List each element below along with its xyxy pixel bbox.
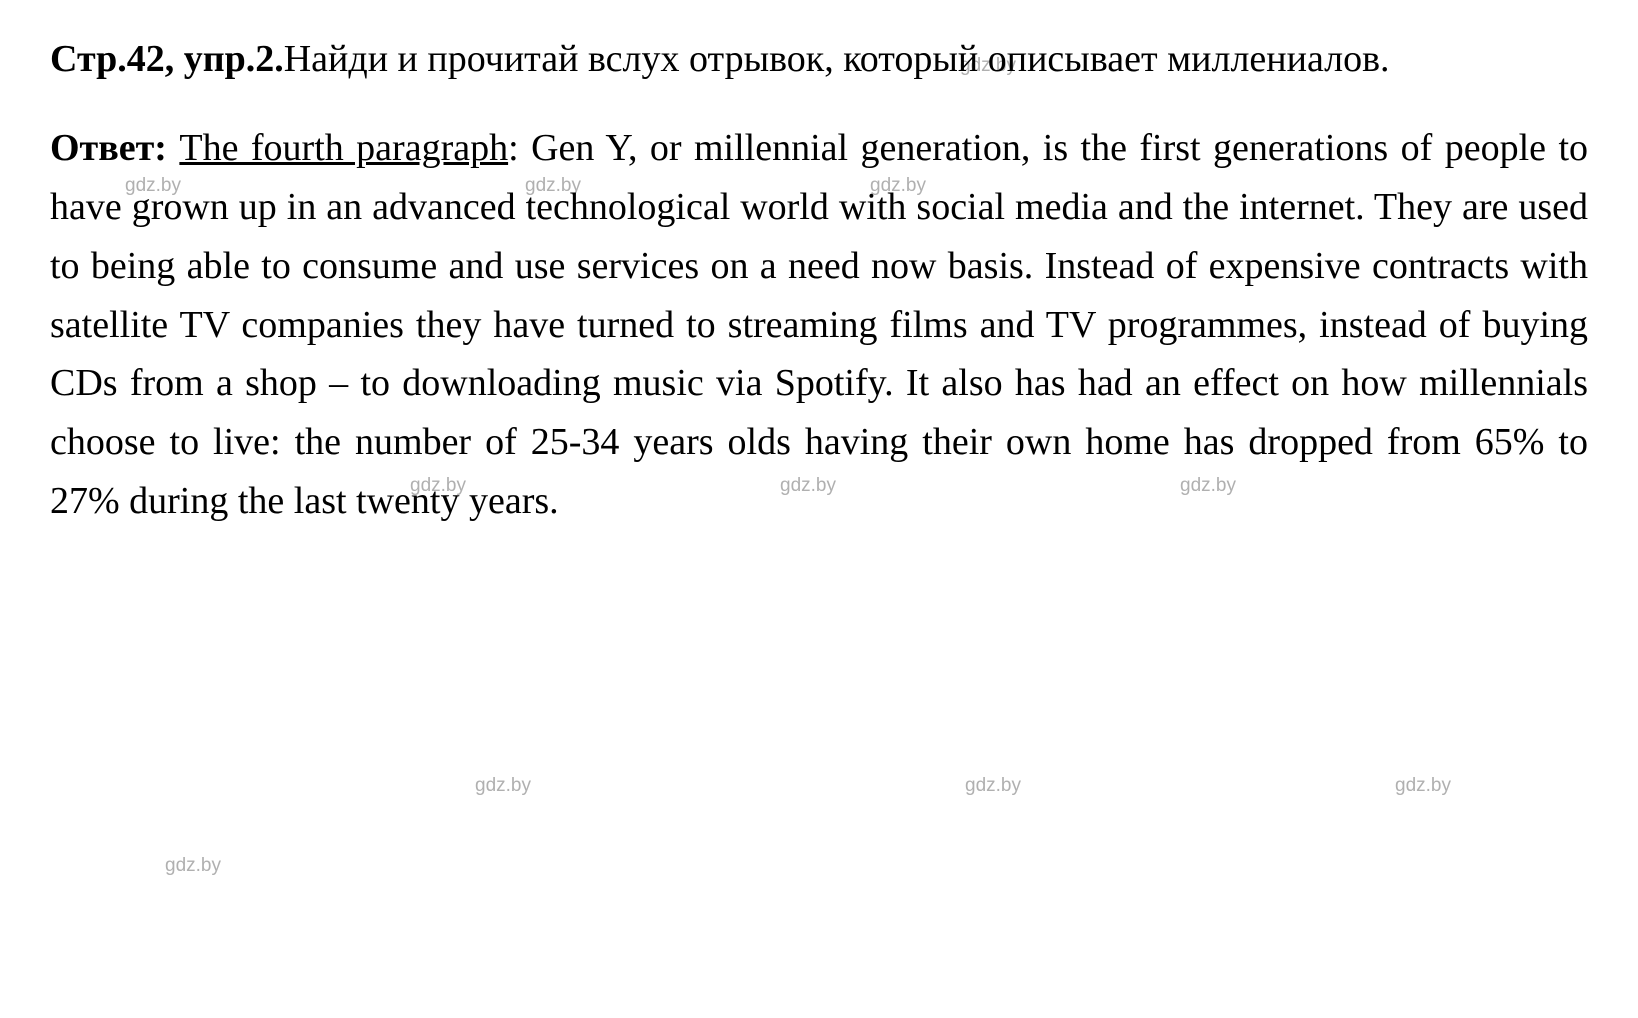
watermark: gdz.by <box>965 775 1021 797</box>
watermark: gdz.by <box>475 775 531 797</box>
answer-prefix: Ответ: <box>50 127 167 169</box>
paragraph-question: Стр.42, упр.2.Найди и прочитай вслух отр… <box>50 30 1588 89</box>
answer-text: : Gen Y, or millennial generation, is th… <box>50 127 1588 522</box>
document-content: Стр.42, упр.2.Найди и прочитай вслух отр… <box>50 30 1588 531</box>
watermark: gdz.by <box>165 855 221 877</box>
watermark: gdz.by <box>1395 775 1451 797</box>
question-prefix: Стр.42, упр.2. <box>50 38 284 80</box>
question-text: Найди и прочитай вслух отрывок, который … <box>284 38 1390 80</box>
paragraph-answer: Ответ: The fourth paragraph: Gen Y, or m… <box>50 119 1588 531</box>
answer-underlined: The fourth paragraph <box>179 127 508 169</box>
